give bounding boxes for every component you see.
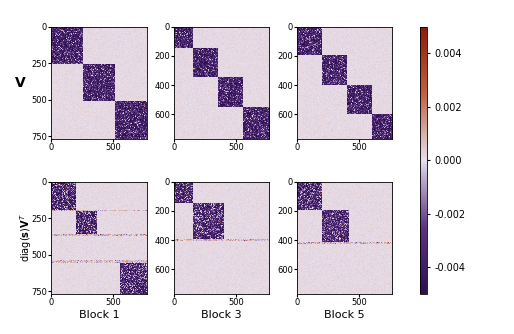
Y-axis label: $\mathbf{V}$: $\mathbf{V}$ [14,76,27,90]
X-axis label: Block 1: Block 1 [79,310,119,320]
X-axis label: Block 5: Block 5 [324,310,365,320]
Y-axis label: $\mathrm{diag}(\mathbf{s})\mathbf{V}^T$: $\mathrm{diag}(\mathbf{s})\mathbf{V}^T$ [18,213,34,262]
X-axis label: Block 3: Block 3 [201,310,242,320]
